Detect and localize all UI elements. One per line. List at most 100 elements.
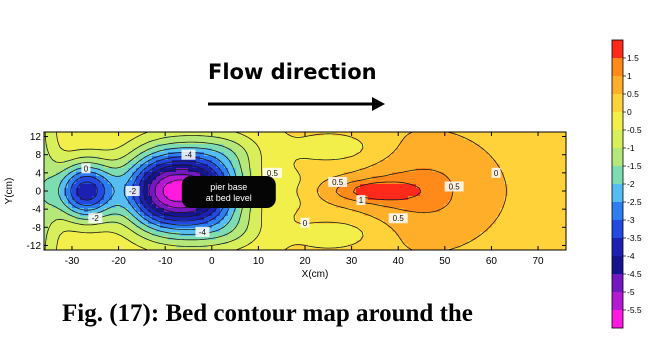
- contour-cell: [404, 228, 409, 233]
- contour-cell: [268, 240, 273, 245]
- contour-cell: [100, 220, 105, 225]
- contour-cell: [316, 248, 321, 250]
- contour-cell: [112, 208, 117, 213]
- contour-cell: [556, 200, 561, 205]
- contour-cell: [440, 232, 445, 237]
- contour-cell: [460, 176, 465, 181]
- contour-cell: [92, 248, 97, 250]
- contour-cell: [52, 192, 57, 197]
- contour-cell: [352, 212, 357, 217]
- contour-cell: [108, 164, 113, 169]
- contour-cell: [552, 200, 557, 205]
- contour-cell: [360, 240, 365, 245]
- contour-cell: [172, 136, 177, 141]
- contour-cell: [524, 220, 529, 225]
- contour-cell: [460, 144, 465, 149]
- contour-cell: [424, 136, 429, 141]
- contour-cell: [308, 164, 313, 169]
- contour-cell: [60, 188, 65, 193]
- contour-cell: [360, 136, 365, 141]
- contour-cell: [404, 240, 409, 245]
- contour-cell: [140, 196, 145, 201]
- contour-cell: [368, 168, 373, 173]
- contour-cell: [412, 204, 417, 209]
- contour-cell: [316, 228, 321, 233]
- contour-cell: [432, 136, 437, 141]
- contour-cell: [68, 156, 73, 161]
- contour-cell: [288, 184, 293, 189]
- contour-cell: [512, 160, 517, 165]
- contour-cell: [292, 248, 297, 250]
- contour-cell: [312, 204, 317, 209]
- contour-cell: [496, 240, 501, 245]
- contour-cell: [564, 188, 566, 193]
- contour-cell: [264, 160, 269, 165]
- contour-cell: [160, 176, 165, 181]
- contour-cell: [160, 224, 165, 229]
- contour-cell: [184, 168, 189, 173]
- contour-cell: [136, 236, 141, 241]
- contour-cell: [284, 188, 289, 193]
- contour-cell: [136, 148, 141, 153]
- contour-cell: [472, 172, 477, 177]
- contour-cell: [288, 200, 293, 205]
- contour-cell: [240, 236, 245, 241]
- contour-cell: [484, 176, 489, 181]
- contour-cell: [88, 244, 93, 249]
- contour-cell: [300, 208, 305, 213]
- contour-cell: [284, 140, 289, 145]
- contour-cell: [556, 228, 561, 233]
- contour-cell: [60, 244, 65, 249]
- contour-cell: [316, 164, 321, 169]
- contour-cell: [428, 152, 433, 157]
- contour-cell: [516, 196, 521, 201]
- contour-cell: [552, 132, 557, 137]
- contour-cell: [428, 132, 433, 137]
- contour-cell: [128, 212, 133, 217]
- contour-cell: [172, 180, 177, 185]
- contour-cell: [420, 172, 425, 177]
- contour-cell: [368, 160, 373, 165]
- contour-cell: [356, 204, 361, 209]
- contour-cell: [216, 140, 221, 145]
- contour-cell: [392, 188, 397, 193]
- contour-cell: [144, 200, 149, 205]
- contour-cell: [532, 204, 537, 209]
- contour-cell: [532, 212, 537, 217]
- contour-cell: [496, 200, 501, 205]
- contour-cell: [160, 196, 165, 201]
- contour-cell: [432, 160, 437, 165]
- contour-cell: [224, 164, 229, 169]
- contour-cell: [420, 196, 425, 201]
- contour-cell: [72, 188, 77, 193]
- contour-cell: [76, 248, 81, 250]
- contour-cell: [512, 192, 517, 197]
- contour-cell: [140, 156, 145, 161]
- contour-cell: [548, 184, 553, 189]
- contour-cell: [68, 160, 73, 165]
- contour-cell: [136, 164, 141, 169]
- contour-cell: [68, 168, 73, 173]
- contour-cell: [364, 140, 369, 145]
- contour-cell: [360, 180, 365, 185]
- contour-cell: [416, 204, 421, 209]
- contour-cell: [504, 140, 509, 145]
- contour-cell: [512, 220, 517, 225]
- contour-cell: [232, 148, 237, 153]
- contour-cell: [268, 144, 273, 149]
- contour-cell: [264, 156, 269, 161]
- contour-cell: [280, 224, 285, 229]
- contour-cell: [220, 168, 225, 173]
- contour-cell: [360, 152, 365, 157]
- contour-cell: [144, 232, 149, 237]
- contour-cell: [540, 224, 545, 229]
- contour-cell: [248, 136, 253, 141]
- contour-cell: [296, 168, 301, 173]
- contour-cell: [124, 172, 129, 177]
- contour-cell: [232, 160, 237, 165]
- contour-cell: [456, 204, 461, 209]
- contour-cell: [68, 132, 73, 137]
- contour-cell: [124, 132, 129, 137]
- contour-cell: [504, 200, 509, 205]
- contour-cell: [412, 220, 417, 225]
